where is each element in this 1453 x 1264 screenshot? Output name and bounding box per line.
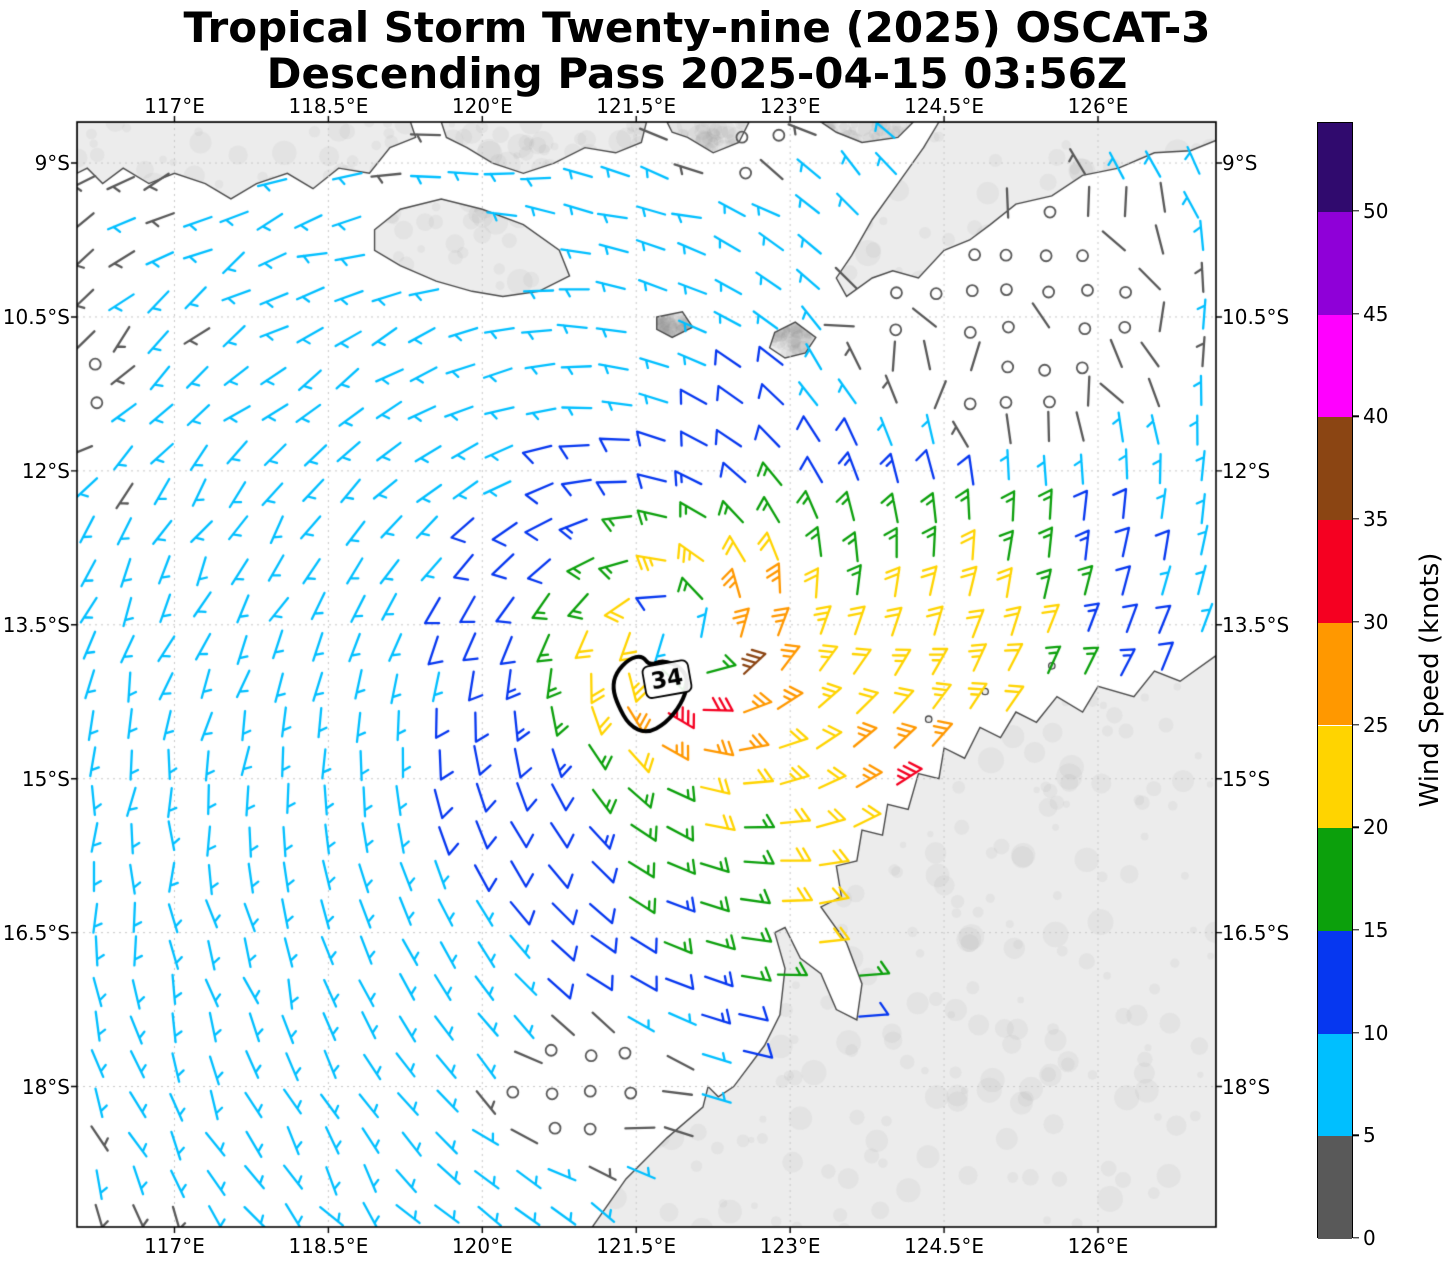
y-tick-label-right: 16.5°S — [1222, 920, 1290, 945]
colorbar-segment-35-40 — [1318, 417, 1352, 521]
y-tick-label-left: 16.5°S — [2, 920, 70, 945]
colorbar-tick-label: 50 — [1363, 199, 1389, 223]
colorbar-tickmark — [1353, 929, 1359, 931]
x-tick-label-bottom: 124.5°E — [904, 1234, 985, 1258]
colorbar-tick-label: 40 — [1363, 404, 1389, 429]
colorbar-tickmark — [1353, 723, 1359, 726]
x-tick-label-bottom: 123°E — [759, 1234, 821, 1258]
y-tick-label-right: 13.5°S — [1222, 612, 1290, 637]
x-tick-label-bottom: 121.5°E — [596, 1234, 677, 1258]
colorbar-segment-45-50 — [1318, 212, 1352, 315]
colorbar-tickmark — [1353, 1134, 1359, 1136]
y-tick-label-right: 15°S — [1222, 766, 1271, 791]
y-tick-label-right: 10.5°S — [1222, 304, 1290, 329]
colorbar-segment-30-35 — [1318, 520, 1352, 623]
colorbar-tick-label: 0 — [1363, 1226, 1376, 1250]
colorbar-segment-40-45 — [1318, 314, 1352, 418]
x-tick-label-top: 118.5°E — [288, 94, 369, 118]
colorbar-tickmark — [1353, 1237, 1359, 1239]
colorbar-tick-label: 20 — [1363, 815, 1389, 840]
y-tick-label-left: 15°S — [21, 766, 70, 791]
colorbar-tickmark — [1353, 415, 1359, 418]
x-tick-label-top: 121.5°E — [596, 94, 677, 118]
x-tick-label-bottom: 126°E — [1067, 1234, 1129, 1258]
colorbar-segment-5-10 — [1318, 1033, 1352, 1137]
colorbar-tickmark — [1353, 826, 1359, 828]
figure-title-line2: Descending Pass 2025-04-15 03:56Z — [266, 49, 1128, 98]
y-tick-label-right: 18°S — [1222, 1074, 1271, 1099]
colorbar-segment-20-25 — [1318, 725, 1352, 829]
colorbar-tick-label: 5 — [1363, 1123, 1376, 1148]
colorbar-tick-label: 15 — [1363, 917, 1389, 942]
colorbar-tick-label: 30 — [1363, 609, 1389, 634]
y-tick-label-right: 12°S — [1222, 458, 1271, 483]
colorbar-tick-label: 25 — [1363, 712, 1389, 737]
colorbar-tick-label: 35 — [1363, 507, 1389, 532]
y-tick-label-left: 9°S — [34, 151, 70, 176]
colorbar-tickmark — [1353, 518, 1359, 520]
colorbar-segment-25-30 — [1318, 622, 1352, 726]
x-tick-label-top: 117°E — [144, 94, 205, 118]
y-tick-label-left: 10.5°S — [2, 304, 70, 329]
colorbar-tickmark — [1353, 1031, 1359, 1034]
x-tick-label-top: 126°E — [1067, 94, 1129, 118]
colorbar-tick-label: 10 — [1363, 1020, 1389, 1045]
colorbar-segment-0-5 — [1318, 1136, 1352, 1239]
y-tick-label-left: 18°S — [21, 1074, 70, 1099]
y-tick-label-left: 13.5°S — [2, 612, 70, 637]
x-tick-label-top: 124.5°E — [904, 94, 985, 118]
y-tick-label-left: 12°S — [21, 458, 70, 483]
colorbar-segment-10-15 — [1318, 930, 1352, 1034]
colorbar-tickmark — [1353, 621, 1359, 623]
colorbar-segment-over — [1318, 123, 1352, 212]
colorbar-tick-label: 45 — [1363, 301, 1389, 326]
x-tick-label-bottom: 118.5°E — [288, 1234, 369, 1258]
y-tick-label-right: 9°S — [1222, 151, 1258, 176]
colorbar — [1317, 122, 1353, 1239]
colorbar-axis-label: Wind Speed (knots) — [1415, 552, 1445, 808]
figure-title-line1: Tropical Storm Twenty-nine (2025) OSCAT-… — [183, 3, 1211, 52]
x-tick-label-bottom: 117°E — [144, 1234, 205, 1258]
x-tick-label-top: 123°E — [759, 94, 821, 118]
colorbar-tickmark — [1353, 312, 1359, 315]
x-tick-label-bottom: 120°E — [451, 1234, 513, 1258]
colorbar-tickmark — [1353, 210, 1359, 212]
colorbar-segment-15-20 — [1318, 828, 1352, 931]
x-tick-label-top: 120°E — [451, 94, 513, 118]
